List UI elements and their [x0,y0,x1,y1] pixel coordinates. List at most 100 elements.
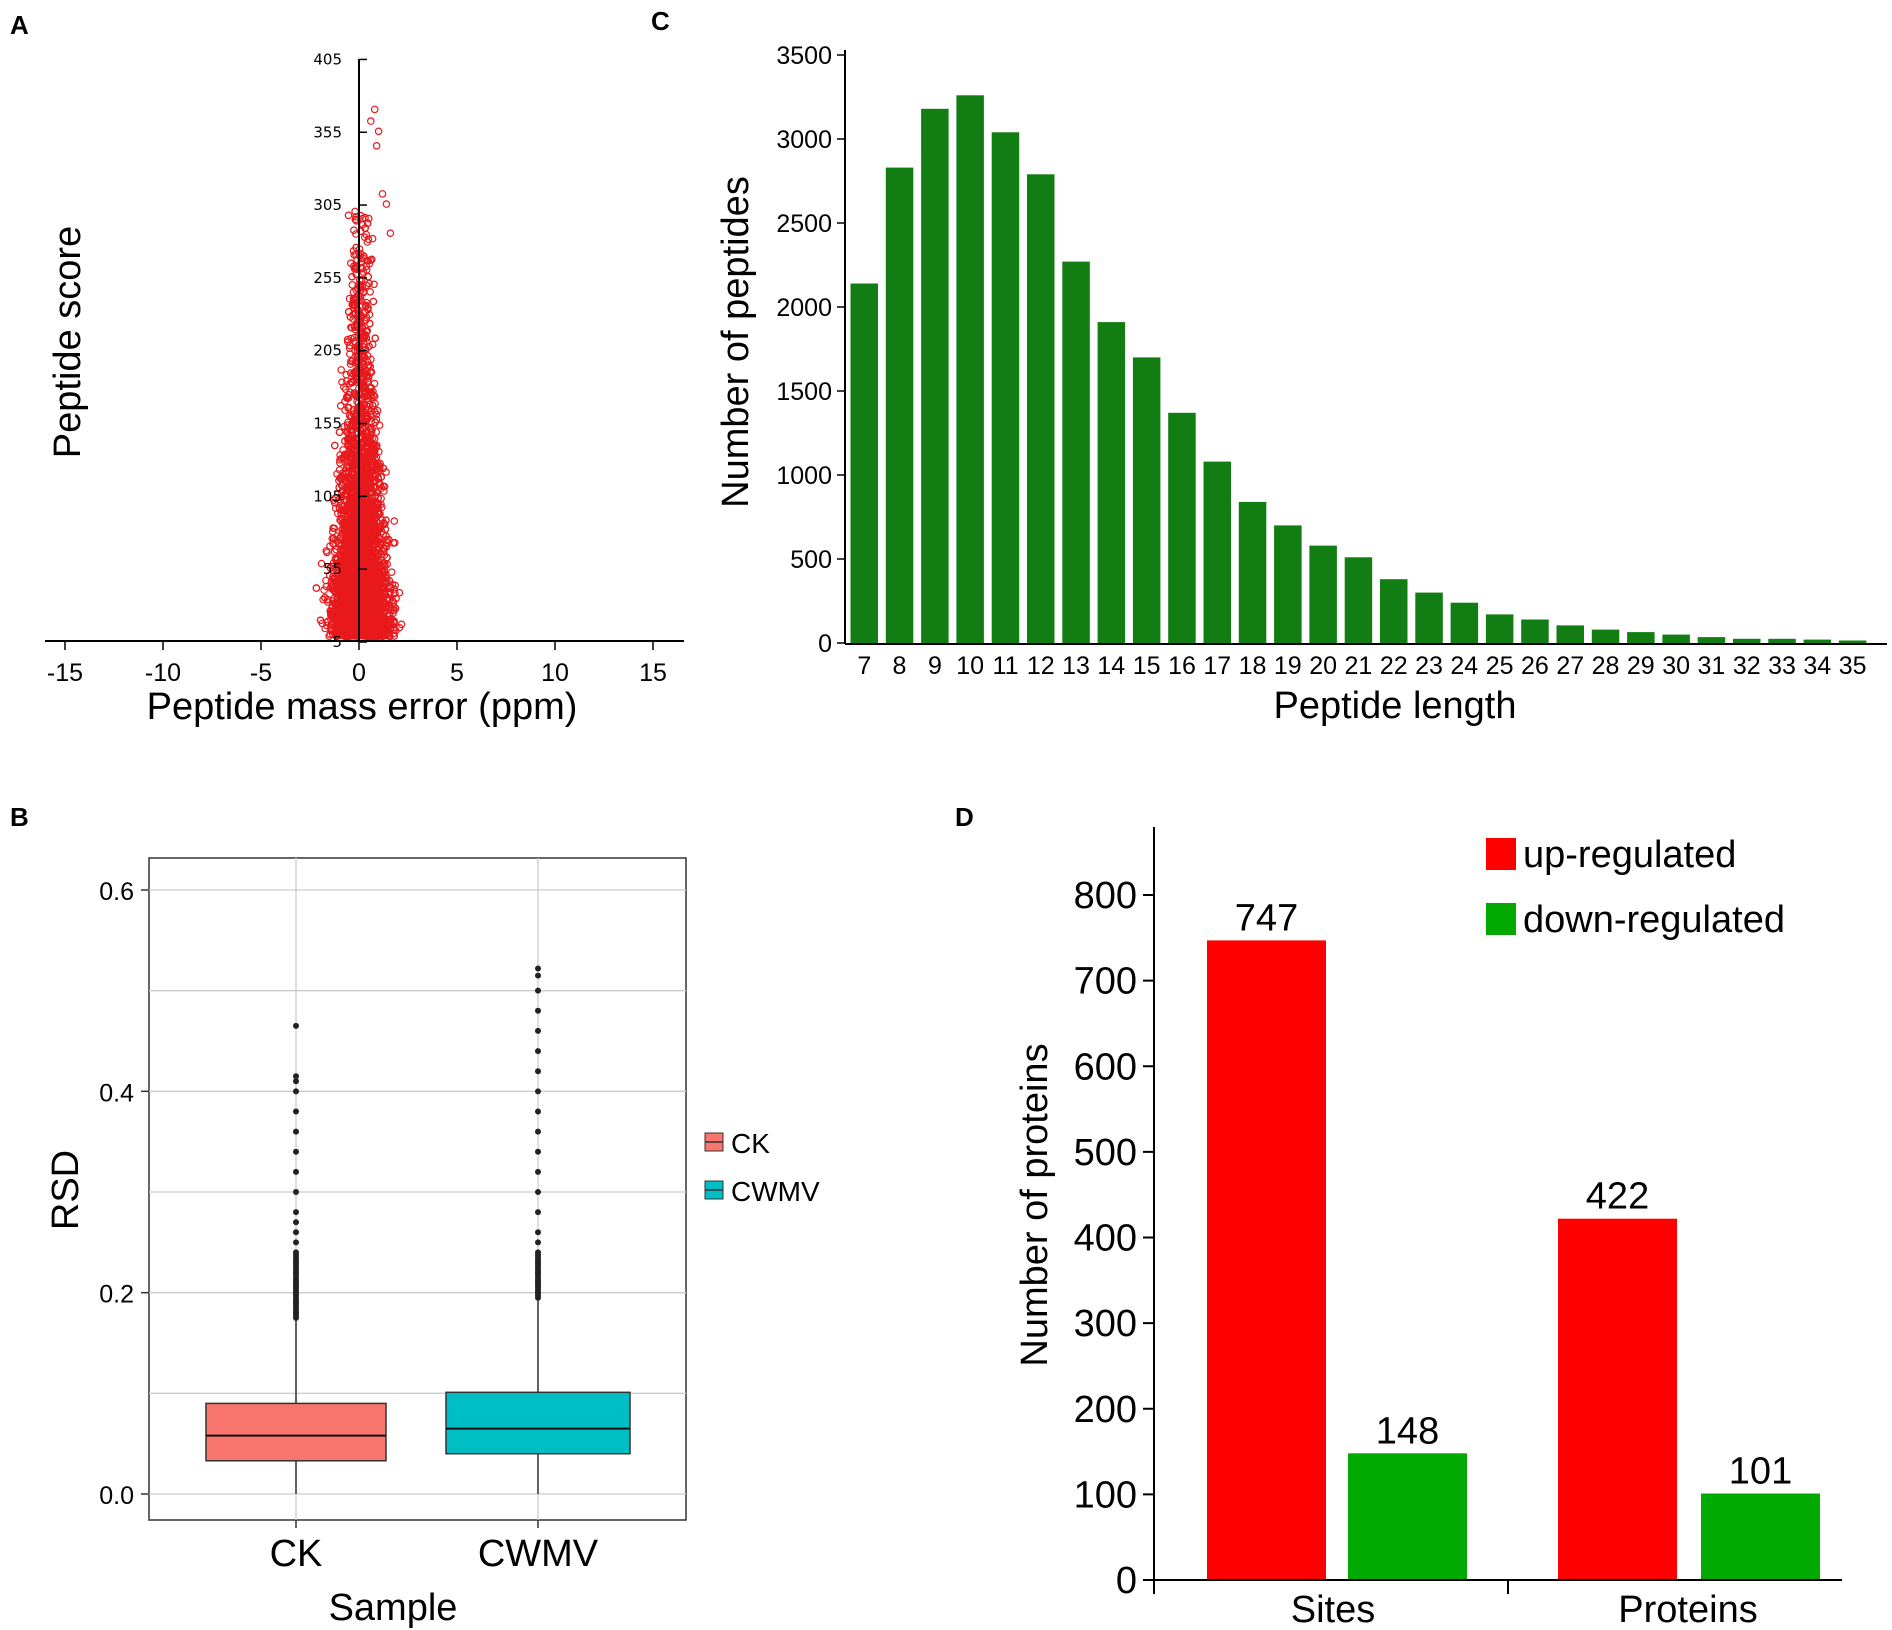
c-bar-26 [1521,619,1549,643]
c-x-axis-label: Peptide length [1274,685,1517,727]
a-point [363,568,372,577]
a-point [317,559,326,568]
a-point [341,603,350,612]
b-outlier [293,1188,299,1195]
b-outlier [293,1108,299,1115]
d-bar-up-regulated-Sites [1207,940,1326,1580]
a-point [322,547,331,555]
a-point [342,484,351,492]
a-x-ticks: -15 -10 -5 0 5 10 15 [47,641,667,687]
a-point [374,127,383,136]
a-x-tick-label: 10 [541,659,569,687]
c-x-tick-label: 7 [857,652,871,680]
d-legend-label: down-regulated [1523,899,1785,941]
a-point [383,535,391,544]
a-point [359,424,368,433]
c-bar-22 [1380,579,1408,643]
c-bar-21 [1344,557,1373,643]
a-point [348,449,356,458]
b-legend-label: CWMV [731,1176,820,1207]
b-outlier [293,1239,299,1246]
a-y-tick-label: 105 [313,487,342,505]
a-point [343,392,351,401]
b-outlier [535,1209,541,1216]
b-outlier [293,1289,299,1296]
c-y-tick-label: 1000 [776,462,832,490]
a-point [356,629,365,637]
a-point [366,287,375,296]
a-points [312,105,406,641]
a-point [338,378,346,387]
a-point [363,361,372,370]
b-outlier [293,1259,299,1266]
d-x-tick-label: Proteins [1618,1589,1757,1630]
a-point [347,334,355,343]
a-point [371,500,379,509]
a-point [330,441,339,450]
c-x-ticks: 7 8 9 10 11 12 13 14 15 16 17 18 19 20 21 22 23 24 25 26 27 2… [857,652,1866,680]
a-point [381,525,390,534]
a-point [330,618,339,627]
b-outlier [293,1229,299,1236]
a-point [350,322,359,331]
b-outlier [293,1299,299,1306]
a-point [329,572,337,581]
b-y-tick-label: 0.2 [99,1281,134,1309]
b-x-ticks: CK CWMV [270,1520,599,1575]
a-x-tick-label: 0 [352,659,366,687]
a-point [390,585,399,593]
a-point [344,211,353,220]
a-point [347,505,355,514]
a-x-tick-label: 5 [450,659,464,687]
a-point [346,584,355,593]
a-point [332,610,341,619]
a-point [353,255,361,264]
a-point [367,474,376,483]
a-point [385,631,394,640]
c-bar-11 [991,132,1020,644]
a-point [383,560,392,569]
a-point [350,368,359,377]
a-x-tick-label: -10 [145,659,181,687]
c-bar-27 [1556,625,1584,643]
a-point [370,280,378,289]
c-x-tick-label: 27 [1556,652,1584,680]
c-bar-30 [1662,634,1690,643]
a-point [357,311,365,320]
a-point [363,582,372,590]
b-outlier [535,1128,541,1135]
a-point [376,625,384,633]
b-outlier [535,1027,541,1034]
a-point [344,627,353,636]
b-outlier [535,1249,541,1256]
a-point [380,599,388,608]
a-point [378,565,386,574]
b-outlier [293,1022,299,1029]
b-boxes [205,965,631,1494]
c-bar-35 [1838,640,1867,643]
c-x-tick-label: 9 [928,652,942,680]
c-bar-20 [1309,545,1337,643]
b-x-tick-label: CWMV [478,1533,599,1575]
b-outlier [293,1219,299,1226]
d-y-tick-label: 400 [1074,1218,1137,1260]
a-point [368,401,377,410]
a-point [333,559,341,568]
c-x-tick-label: 19 [1274,652,1302,680]
a-point [327,611,335,619]
c-bar-25 [1485,614,1514,643]
a-point [378,190,387,198]
a-point [362,281,371,290]
d-y-ticks: 0 100 200 300 400 500 600 700 800 [1074,875,1154,1602]
c-bar-32 [1733,638,1761,643]
a-point [349,301,358,309]
a-point [363,629,372,638]
d-bar-up-regulated-Proteins [1558,1218,1677,1580]
b-outlier [293,1078,299,1085]
b-outlier [535,1148,541,1155]
a-point [344,620,352,629]
c-x-tick-label: 22 [1380,652,1408,680]
a-point [363,367,371,375]
c-bar-15 [1132,357,1161,643]
